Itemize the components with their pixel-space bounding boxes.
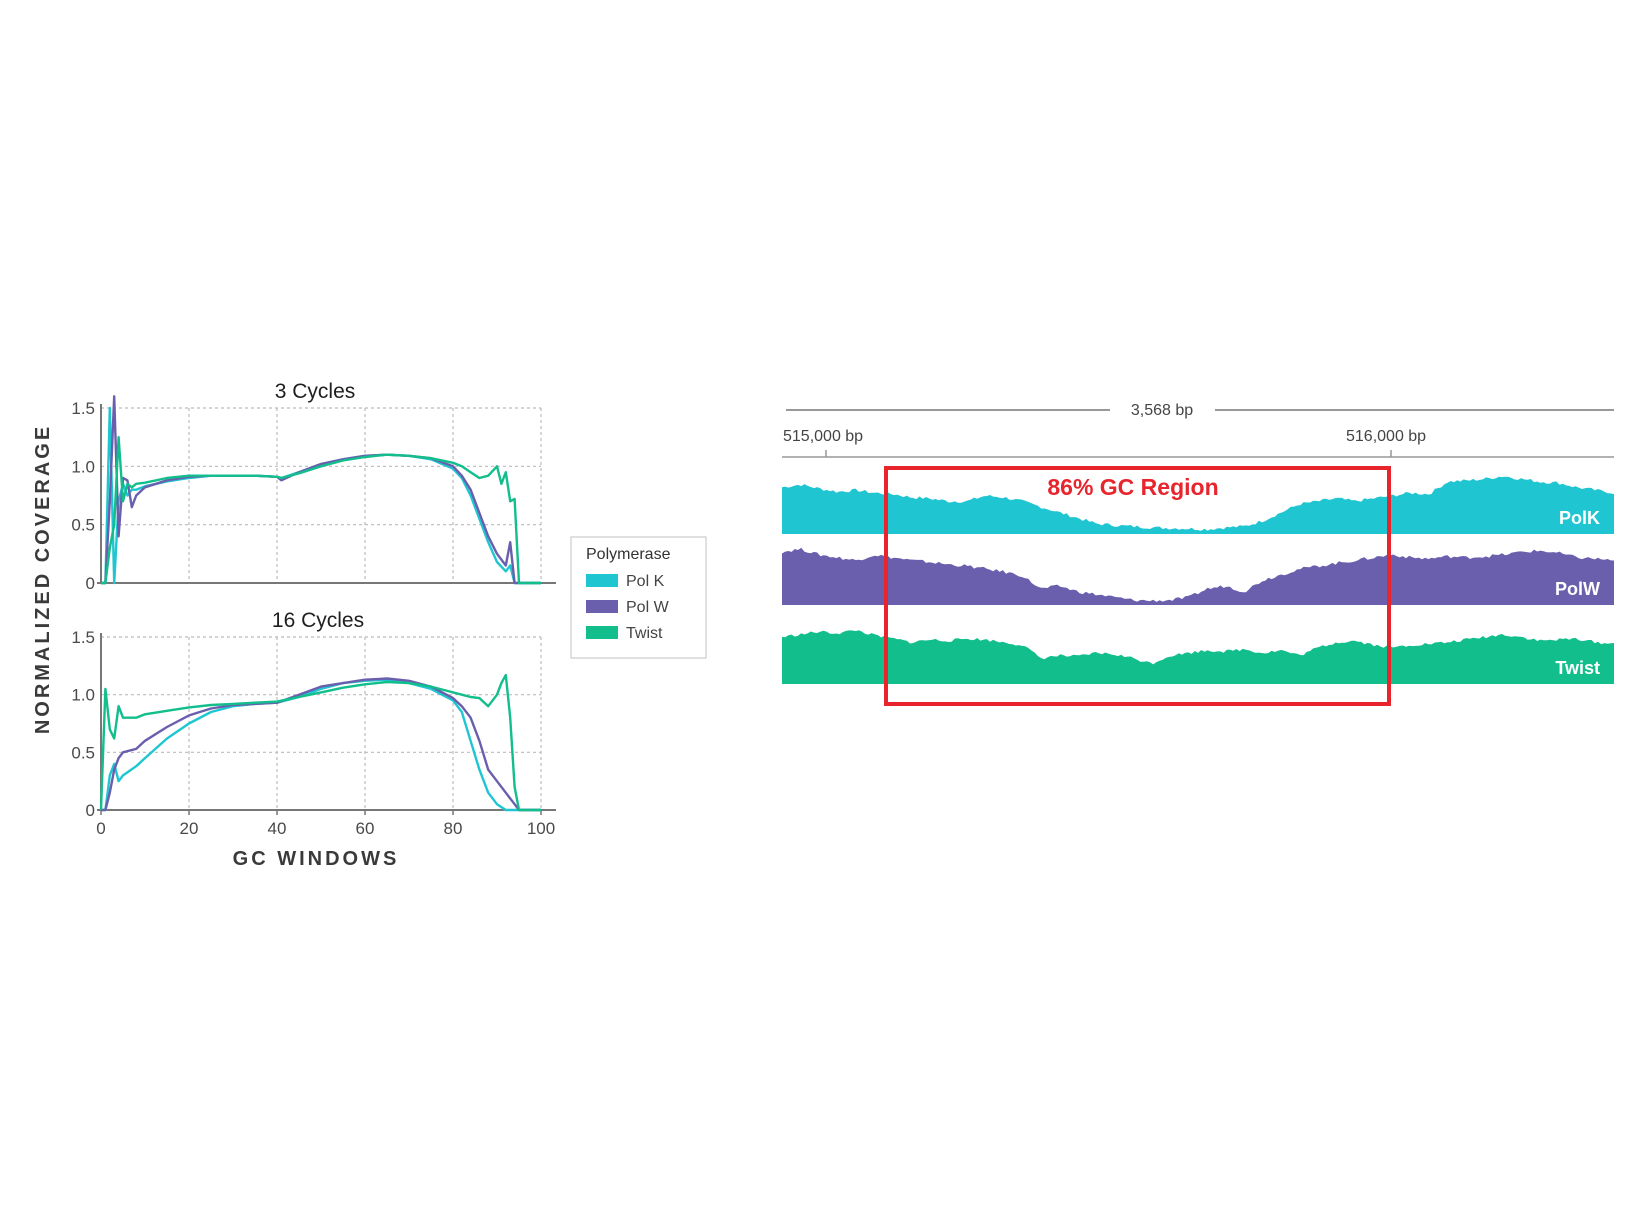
panel-title-3-cycles: 3 Cycles — [275, 380, 356, 403]
series-line-pol-w — [101, 677, 541, 812]
track-label-twist: Twist — [1555, 658, 1600, 678]
y-axis-title: NORMALIZED COVERAGE — [32, 424, 54, 734]
genome-track-view: 3,568 bp 515,000 bp 516,000 bp PolK PolW T… — [782, 402, 1614, 706]
legend-label-pol-k: Pol K — [626, 573, 665, 590]
legend: Polymerase Pol K Pol W Twist — [570, 536, 707, 659]
legend-swatch-twist — [586, 626, 618, 639]
span-label: 3,568 bp — [1131, 402, 1193, 419]
legend-swatch-pol-k — [586, 574, 618, 587]
x-tick-label: 20 — [180, 819, 199, 838]
x-tick-label: 100 — [527, 819, 555, 838]
y-tick-label: 1.5 — [71, 628, 95, 647]
track-label-polw: PolW — [1555, 579, 1600, 599]
coverage-track-polw — [782, 547, 1614, 605]
tick-label-516000: 516,000 bp — [1346, 428, 1426, 445]
track-label-polk: PolK — [1559, 508, 1600, 528]
coverage-track-twist — [782, 630, 1614, 684]
series-line-twist — [99, 673, 541, 812]
series-line-pol-k — [101, 406, 541, 585]
y-tick-label: 1.0 — [71, 686, 95, 705]
y-tick-label: 0.5 — [71, 743, 95, 762]
panel-title-16-cycles: 16 Cycles — [272, 609, 364, 632]
x-axis-title: GC WINDOWS — [233, 848, 400, 870]
x-tick-label: 0 — [96, 819, 105, 838]
x-tick-label: 80 — [444, 819, 463, 838]
gc-region-box — [884, 466, 1391, 706]
legend-swatch-pol-w — [586, 600, 618, 613]
y-tick-label: 0 — [86, 574, 95, 593]
legend-title: Polymerase — [586, 546, 671, 563]
series-line-twist — [101, 436, 541, 585]
panel-3-cycles: 3 Cycles 0 0.5 1.0 1.5 — [71, 380, 556, 593]
y-tick-label: 1.5 — [71, 399, 95, 418]
legend-label-pol-w: Pol W — [626, 599, 670, 616]
gc-region-label: 86% GC Region — [1047, 474, 1218, 500]
legend-label-twist: Twist — [626, 625, 663, 642]
x-tick-label: 40 — [268, 819, 287, 838]
x-tick-label: 60 — [356, 819, 375, 838]
series-line-pol-w — [101, 395, 541, 585]
series-line-pol-k — [101, 678, 541, 812]
y-tick-label: 1.0 — [71, 457, 95, 476]
tick-label-515000: 515,000 bp — [783, 428, 863, 445]
y-tick-label: 0.5 — [71, 516, 95, 535]
coverage-track-polk — [782, 476, 1614, 534]
panel-16-cycles: 16 Cycles 0 0.5 1.0 1.5 0 20 40 60 80 100 — [71, 609, 556, 838]
y-tick-label: 0 — [86, 801, 95, 820]
